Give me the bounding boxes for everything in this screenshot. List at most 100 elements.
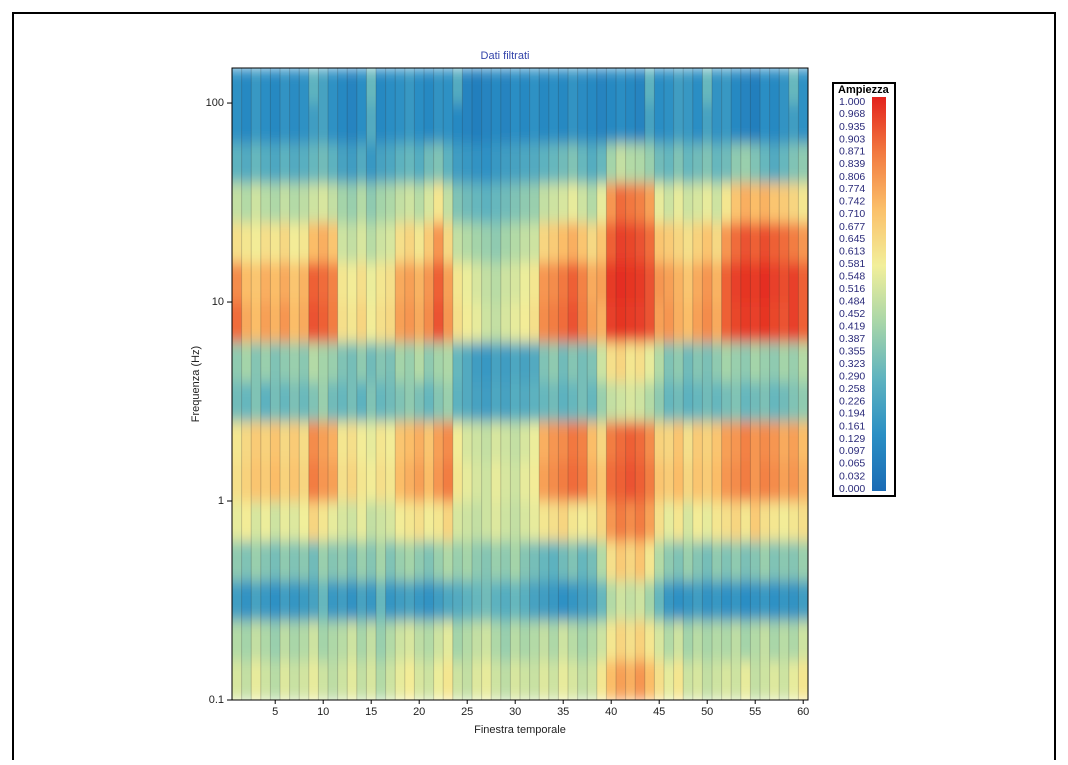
heatmap-cell <box>568 580 578 621</box>
heatmap-cell <box>337 182 348 223</box>
heatmap-cell <box>424 68 434 104</box>
heatmap-cell <box>347 302 358 343</box>
heatmap-cell <box>404 182 415 223</box>
heatmap-cell <box>779 68 790 104</box>
heatmap-cell <box>366 182 377 223</box>
heatmap-cell <box>721 540 732 581</box>
heatmap-cell <box>270 580 281 621</box>
heatmap-cell <box>289 142 300 183</box>
heatmap-cell <box>433 381 444 422</box>
heatmap-cell <box>299 262 310 303</box>
heatmap-cell <box>366 620 377 661</box>
heatmap-cell <box>788 302 799 343</box>
heatmap-cell <box>481 421 492 462</box>
heatmap-cell <box>232 142 242 183</box>
heatmap-cell <box>251 461 262 502</box>
heatmap-cell <box>539 580 550 621</box>
heatmap-cell <box>308 381 319 422</box>
heatmap-cell <box>664 142 674 183</box>
heatmap-cell <box>587 580 598 621</box>
colorbar-tick-label: 0.032 <box>839 470 865 482</box>
heatmap-cell <box>308 660 319 700</box>
heatmap-cell <box>472 620 482 661</box>
heatmap-cell <box>510 182 521 223</box>
heatmap-cell <box>289 68 300 104</box>
heatmap-cell <box>260 142 271 183</box>
heatmap-cell <box>788 222 799 263</box>
heatmap-cell <box>414 341 425 382</box>
heatmap-cell <box>616 302 626 343</box>
heatmap-cell <box>721 461 732 502</box>
heatmap-cell <box>270 68 281 104</box>
heatmap-cell <box>481 302 492 343</box>
heatmap-cell <box>260 381 271 422</box>
heatmap-cell <box>452 142 463 183</box>
heatmap-cell <box>798 620 808 661</box>
heatmap-cell <box>673 262 684 303</box>
heatmap-cell <box>510 341 521 382</box>
heatmap-cell <box>366 501 377 542</box>
heatmap-cell <box>472 381 482 422</box>
heatmap-cell <box>500 262 511 303</box>
heatmap-cell <box>328 620 338 661</box>
heatmap-cell <box>760 540 770 581</box>
heatmap-cell <box>280 540 290 581</box>
x-tick-label: 15 <box>365 706 377 718</box>
heatmap-cell <box>779 580 790 621</box>
colorbar-tick-label: 0.548 <box>839 271 865 283</box>
heatmap-cell <box>529 142 540 183</box>
heatmap-cell <box>414 103 425 144</box>
heatmap-cell <box>376 222 386 263</box>
heatmap-cell <box>347 142 358 183</box>
heatmap-cell <box>280 302 290 343</box>
heatmap-cell <box>472 540 482 581</box>
heatmap-cell <box>644 501 655 542</box>
heatmap-cell <box>424 660 434 700</box>
heatmap-cell <box>779 222 790 263</box>
heatmap-cell <box>788 182 799 223</box>
heatmap-cell <box>260 421 271 462</box>
colorbar-tick-label: 0.065 <box>839 458 865 470</box>
heatmap-cell <box>376 182 386 223</box>
heatmap-cell <box>414 421 425 462</box>
heatmap-cell <box>491 540 502 581</box>
heatmap-cell <box>750 501 761 542</box>
heatmap-cell <box>347 68 358 104</box>
heatmap-cell <box>414 580 425 621</box>
heatmap-cell <box>337 660 348 700</box>
heatmap-cell <box>712 660 722 700</box>
heatmap-cell <box>299 68 310 104</box>
heatmap-cell <box>558 262 569 303</box>
heatmap-cell <box>347 381 358 422</box>
heatmap-cell <box>548 182 559 223</box>
heatmap-cell <box>558 182 569 223</box>
heatmap-cell <box>337 142 348 183</box>
heatmap-cell <box>750 182 761 223</box>
heatmap-cell <box>280 182 290 223</box>
heatmap-cell <box>500 222 511 263</box>
heatmap-cell <box>606 540 617 581</box>
heatmap-cell <box>692 222 703 263</box>
heatmap-cell <box>232 580 242 621</box>
heatmap-cell <box>712 302 722 343</box>
heatmap-cell <box>596 540 607 581</box>
heatmap-cell <box>568 540 578 581</box>
heatmap-cell <box>376 620 386 661</box>
heatmap-cell <box>568 222 578 263</box>
heatmap-cell <box>577 580 588 621</box>
heatmap-cell <box>347 222 358 263</box>
heatmap-cell <box>491 421 502 462</box>
heatmap-cell <box>683 461 694 502</box>
heatmap-cell <box>395 68 406 104</box>
heatmap-cell <box>232 182 242 223</box>
heatmap-cell <box>558 142 569 183</box>
heatmap-cell <box>270 341 281 382</box>
heatmap-cell <box>577 341 588 382</box>
heatmap-cell <box>712 381 722 422</box>
heatmap-cell <box>270 620 281 661</box>
heatmap-cell <box>395 103 406 144</box>
colorbar-tick-label: 0.839 <box>839 158 865 170</box>
heatmap-cell <box>750 660 761 700</box>
heatmap-cell <box>433 461 444 502</box>
heatmap-cell <box>750 341 761 382</box>
